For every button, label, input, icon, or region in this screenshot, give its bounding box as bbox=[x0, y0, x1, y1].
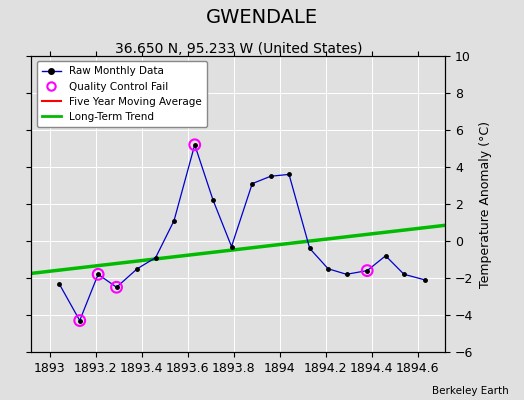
Y-axis label: Temperature Anomaly (°C): Temperature Anomaly (°C) bbox=[479, 120, 492, 288]
Point bbox=[75, 317, 84, 324]
Title: 36.650 N, 95.233 W (United States): 36.650 N, 95.233 W (United States) bbox=[115, 42, 362, 56]
Point bbox=[363, 267, 372, 274]
Point bbox=[112, 284, 121, 290]
Text: GWENDALE: GWENDALE bbox=[206, 8, 318, 27]
Point bbox=[191, 142, 199, 148]
Legend: Raw Monthly Data, Quality Control Fail, Five Year Moving Average, Long-Term Tren: Raw Monthly Data, Quality Control Fail, … bbox=[37, 61, 207, 127]
Point bbox=[94, 271, 102, 278]
Text: Berkeley Earth: Berkeley Earth bbox=[432, 386, 508, 396]
